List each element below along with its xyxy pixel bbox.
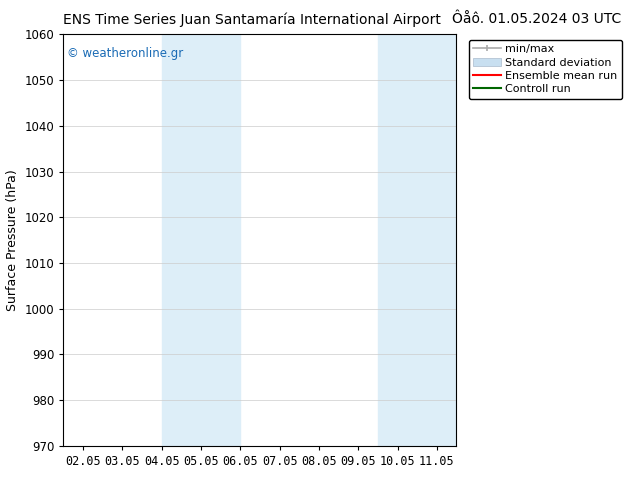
Text: Ôåô. 01.05.2024 03 UTC: Ôåô. 01.05.2024 03 UTC: [452, 12, 621, 26]
Bar: [378, 34, 456, 446]
Y-axis label: Surface Pressure (hPa): Surface Pressure (hPa): [6, 169, 19, 311]
Bar: [162, 34, 240, 446]
Text: ENS Time Series Juan Santamaría International Airport: ENS Time Series Juan Santamaría Internat…: [63, 12, 441, 27]
Text: © weatheronline.gr: © weatheronline.gr: [67, 47, 184, 60]
Legend: min/max, Standard deviation, Ensemble mean run, Controll run: min/max, Standard deviation, Ensemble me…: [469, 40, 622, 99]
